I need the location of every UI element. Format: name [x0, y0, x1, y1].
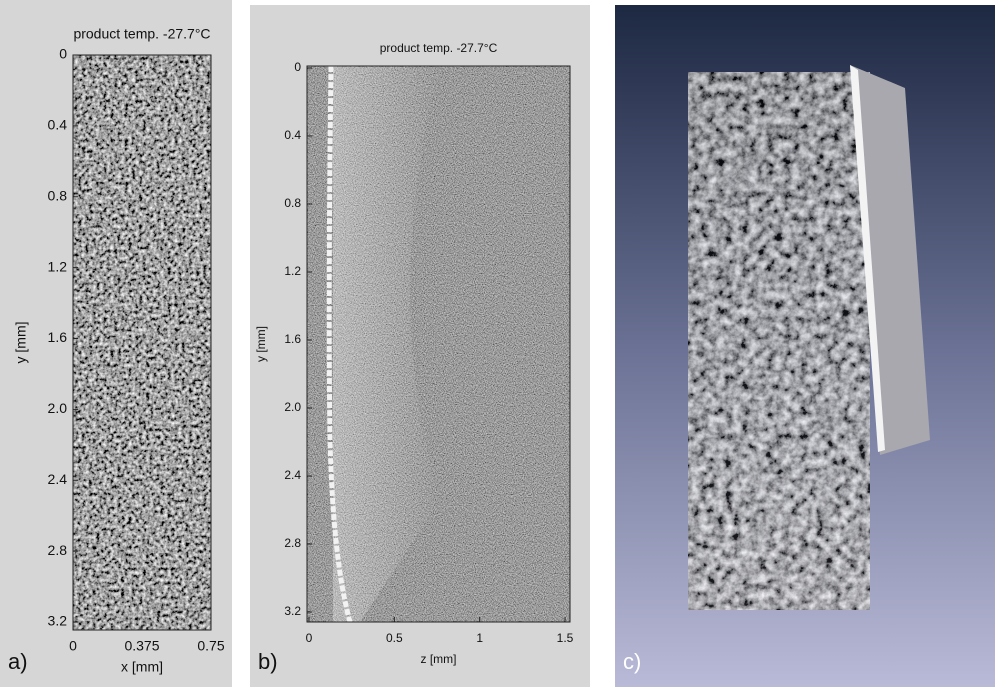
y-tick-label: 0.8 [284, 196, 301, 210]
y-tick-label: 1.2 [48, 258, 68, 274]
render-plate-edge [850, 65, 885, 452]
y-tick-label: 2.8 [284, 536, 301, 550]
panel-title: product temp. -27.7°C [380, 41, 498, 55]
panel-label: b) [258, 649, 278, 674]
x-tick-label: 0.5 [386, 631, 403, 645]
y-tick-label: 3.2 [284, 604, 301, 618]
y-tick-label: 2.4 [284, 468, 301, 482]
y-tick-label: 1.6 [284, 332, 301, 346]
image-edge [326, 65, 353, 623]
y-tick-label: 1.6 [48, 329, 68, 345]
y-tick-label: 2.4 [48, 471, 68, 487]
y-tick-label: 2.8 [48, 542, 68, 558]
y-tick-label: 0 [59, 46, 67, 62]
y-tick-label: 1.2 [284, 264, 301, 278]
y-tick-label: 0.8 [48, 187, 68, 203]
y-tick-label: 0.4 [284, 128, 301, 142]
render-plate [850, 65, 930, 455]
y-tick-label: 3.2 [48, 613, 68, 629]
x-tick-label: 0 [306, 631, 313, 645]
y-tick-label: 0.4 [48, 117, 68, 133]
panel-label: a) [8, 649, 28, 674]
x-tick-label: 1 [476, 631, 483, 645]
axes-frame [306, 65, 571, 623]
x-axis-label: z [mm] [421, 652, 457, 666]
image-highlight [333, 66, 440, 622]
render-volume [688, 72, 870, 610]
panel-title: product temp. -27.7°C [73, 26, 210, 42]
x-tick-label: 0.75 [197, 638, 224, 654]
y-axis-label: y [mm] [13, 322, 29, 364]
x-tick-label: 0.375 [124, 638, 159, 654]
y-tick-label: 2.0 [48, 400, 68, 416]
panel-label: c) [623, 649, 641, 674]
x-tick-label: 0 [69, 638, 77, 654]
y-tick-label: 0 [294, 60, 301, 74]
x-tick-label: 1.5 [557, 631, 574, 645]
image [73, 55, 211, 630]
y-tick-label: 2.0 [284, 400, 301, 414]
x-axis-label: x [mm] [121, 659, 163, 675]
y-axis-label: y [mm] [254, 326, 268, 362]
